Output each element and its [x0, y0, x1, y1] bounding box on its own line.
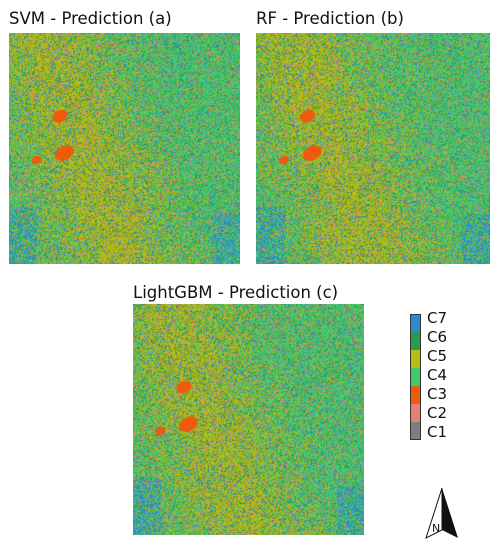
panel-title-svm: SVM - Prediction (a) [9, 9, 172, 28]
legend-label-c5: C5 [427, 347, 448, 365]
map-svm-prediction [9, 33, 240, 264]
panel-title-rf: RF - Prediction (b) [256, 9, 404, 28]
north-label: N [432, 522, 440, 535]
legend-swatch-c3 [410, 386, 421, 404]
legend-label-c2: C2 [427, 404, 448, 422]
legend-swatch-c5 [410, 350, 421, 368]
legend-swatch-c4 [410, 368, 421, 386]
map-lightgbm-prediction [133, 304, 364, 535]
legend-colorbar [410, 314, 421, 440]
north-arrow-icon: N [425, 487, 458, 539]
legend-label-c7: C7 [427, 309, 448, 327]
legend-swatch-c2 [410, 404, 421, 422]
legend-label-c1: C1 [427, 423, 448, 441]
panel-title-lightgbm: LightGBM - Prediction (c) [133, 283, 339, 302]
legend-swatch-c7 [410, 314, 421, 332]
legend-label-c6: C6 [427, 328, 448, 346]
legend-swatch-c1 [410, 422, 421, 440]
legend-swatch-c6 [410, 332, 421, 350]
legend-label-c3: C3 [427, 385, 448, 403]
legend: C7 C6 C5 C4 C3 C2 C1 [410, 309, 460, 444]
legend-label-c4: C4 [427, 366, 448, 384]
map-rf-prediction [256, 33, 490, 264]
